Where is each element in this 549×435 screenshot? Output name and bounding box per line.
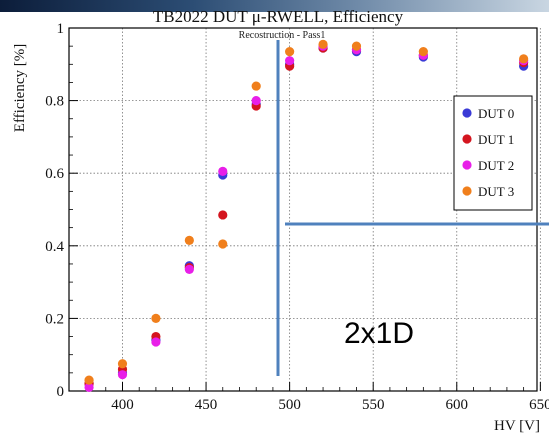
legend-label: DUT 3 — [478, 184, 514, 199]
data-points — [84, 40, 528, 392]
x-tick-label: 650 — [529, 397, 549, 413]
data-point-dut3 — [84, 376, 93, 385]
x-tick-label: 400 — [111, 397, 134, 413]
axis-ticks: 400 450 500 550 600 650 0 0.2 0.4 0.6 0.8 1 — [45, 21, 549, 413]
y-tick-label: 0.4 — [45, 239, 64, 255]
data-point-dut2 — [185, 265, 194, 274]
data-point-dut2 — [118, 370, 127, 379]
legend-marker — [462, 160, 471, 169]
data-point-dut3 — [352, 42, 361, 51]
data-point-dut3 — [218, 239, 227, 248]
data-point-dut3 — [151, 314, 160, 323]
legend-marker — [462, 108, 471, 117]
y-tick-label: 0.6 — [45, 166, 64, 182]
data-point-dut2 — [285, 56, 294, 65]
legend-label: DUT 2 — [478, 158, 514, 173]
data-point-dut3 — [285, 47, 294, 56]
y-axis-label: Efficiency [%] — [12, 44, 28, 132]
data-point-dut3 — [318, 40, 327, 49]
legend: DUT 0 DUT 1 DUT 2 DUT 3 — [454, 96, 532, 210]
data-point-dut2 — [151, 337, 160, 346]
data-point-dut3 — [419, 47, 428, 56]
y-tick-label: 1 — [57, 21, 65, 37]
chart-title: TB2022 DUT μ-RWELL, Efficiency — [153, 7, 404, 26]
x-tick-label: 500 — [278, 397, 301, 413]
data-point-dut2 — [218, 167, 227, 176]
data-point-dut3 — [252, 81, 261, 90]
annotation-label: 2x1D — [344, 317, 414, 350]
data-point-dut1 — [218, 210, 227, 219]
chart-subtitle: Recostruction - Pass1 — [239, 30, 326, 41]
legend-marker — [462, 186, 471, 195]
data-point-dut3 — [118, 359, 127, 368]
x-tick-label: 550 — [362, 397, 385, 413]
x-tick-label: 450 — [195, 397, 218, 413]
y-tick-label: 0 — [57, 384, 65, 400]
y-tick-label: 0.8 — [45, 94, 64, 110]
data-point-dut3 — [519, 54, 528, 63]
x-axis-label: HV [V] — [494, 418, 540, 434]
data-point-dut3 — [185, 236, 194, 245]
y-tick-label: 0.2 — [45, 311, 64, 327]
legend-label: DUT 0 — [478, 106, 514, 121]
data-point-dut2 — [252, 96, 261, 105]
legend-marker — [462, 134, 471, 143]
legend-label: DUT 1 — [478, 132, 514, 147]
x-tick-label: 600 — [446, 397, 469, 413]
